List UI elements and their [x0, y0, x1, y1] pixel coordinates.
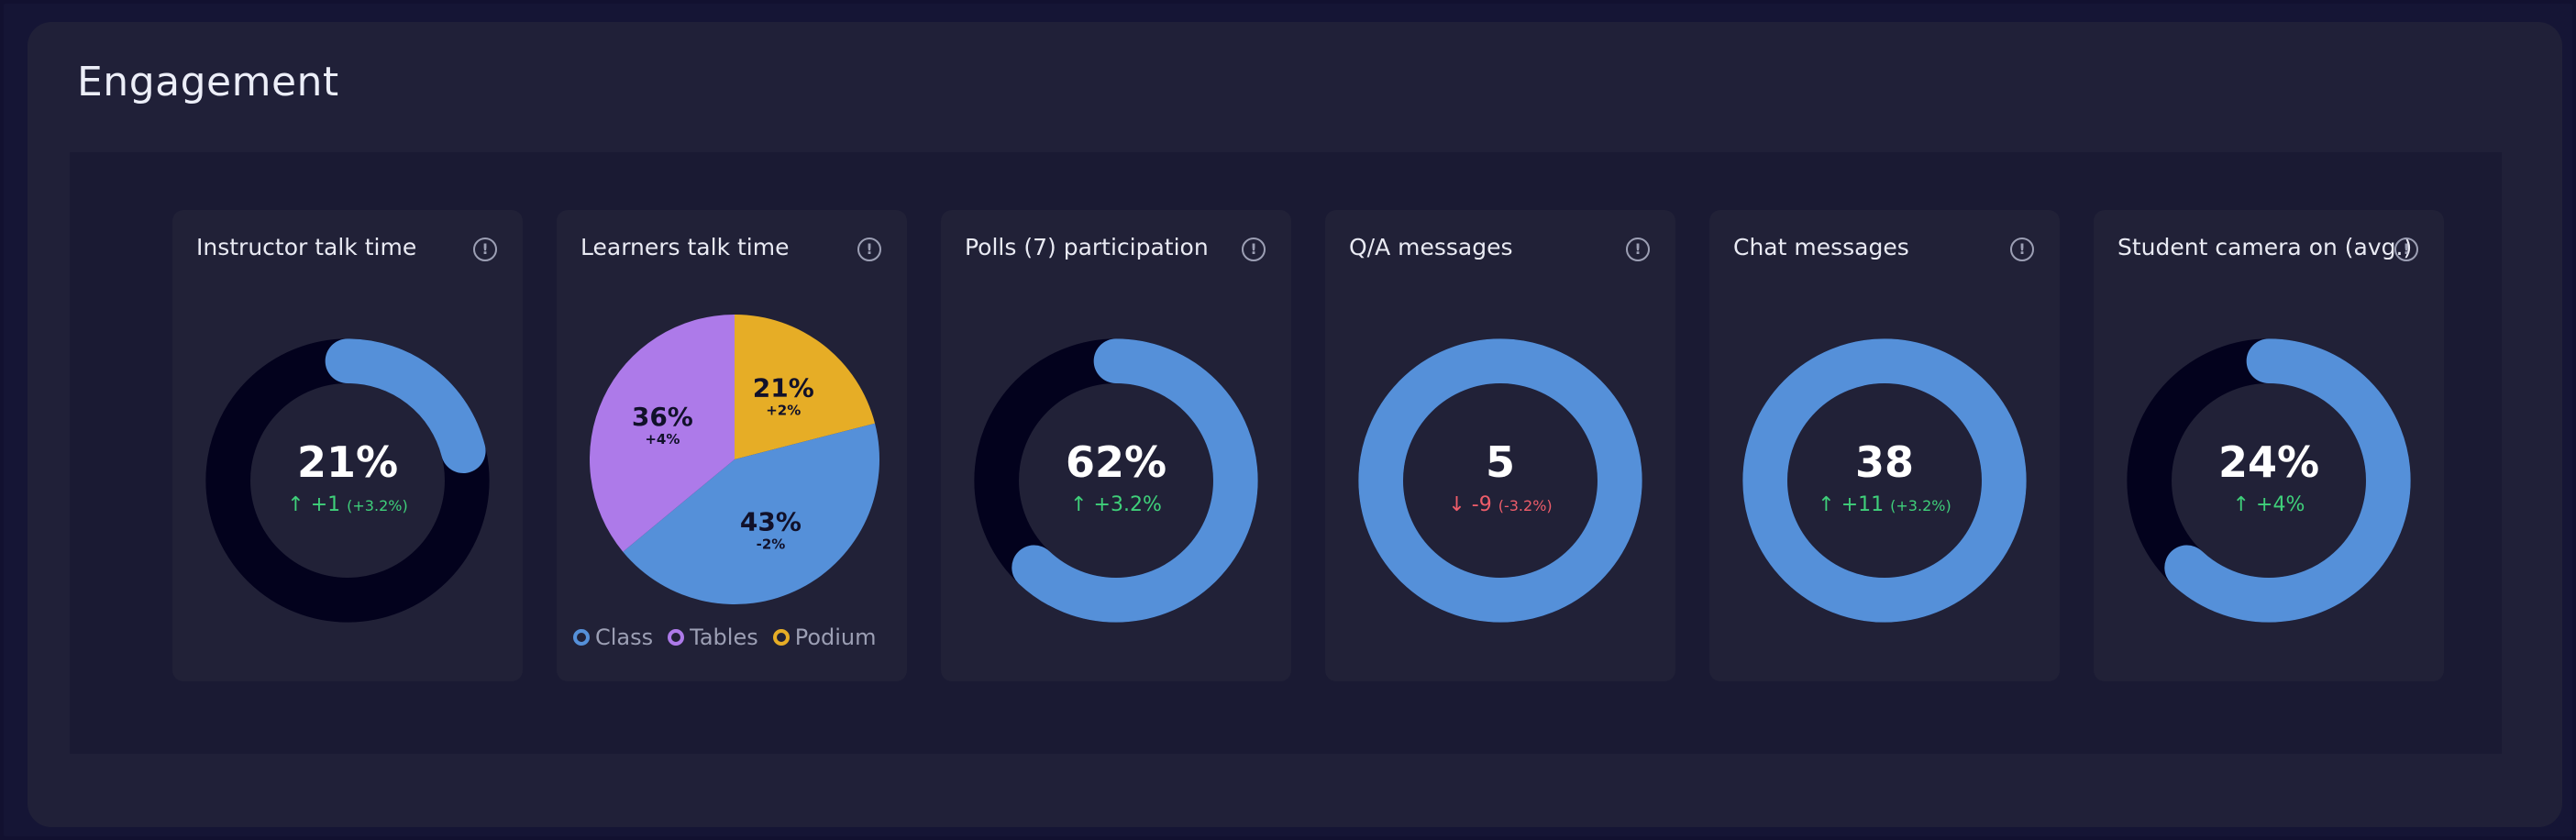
- donut-gauge: [205, 338, 490, 623]
- delta-value: +4%: [2256, 492, 2305, 516]
- pie-slice-tables: [590, 315, 735, 552]
- kpi-label: Polls (7) participation: [965, 234, 1209, 260]
- gauge-center: 21% ↑ +1 (+3.2%): [204, 337, 492, 624]
- legend-item-class: Class: [573, 624, 653, 650]
- kpi-value: 21%: [296, 437, 399, 488]
- info-icon[interactable]: !: [473, 238, 497, 261]
- info-icon[interactable]: !: [857, 238, 881, 261]
- kpi-value: 38: [1854, 437, 1914, 488]
- kpi-card-polls-participation: Polls (7) participation ! 62% ↑ +3.2%: [941, 210, 1291, 681]
- pie-slice-class: [623, 423, 879, 604]
- gauge-center: 5 ↓ -9 (-3.2%): [1356, 337, 1644, 624]
- kpi-value: 62%: [1065, 437, 1167, 488]
- donut-gauge: [1358, 338, 1642, 623]
- delta-value: +3.2%: [1093, 492, 1162, 516]
- pie-slice-delta: -2%: [757, 536, 786, 552]
- pie-slice-delta: +4%: [645, 431, 680, 448]
- kpi-label: Q/A messages: [1349, 234, 1513, 260]
- kpi-value: 24%: [2217, 437, 2320, 488]
- gauge-center: 38 ↑ +11 (+3.2%): [1741, 337, 2029, 624]
- trend-up-icon: ↑: [2232, 492, 2250, 516]
- delta-value: -9: [1471, 492, 1492, 516]
- tables-swatch-icon: [668, 629, 685, 646]
- delta-value: +1: [310, 492, 341, 516]
- class-swatch-icon: [573, 629, 590, 646]
- info-icon[interactable]: !: [2394, 238, 2418, 261]
- kpi-card-student-camera-on: Student camera on (avg.) ! 24% ↑ +4%: [2094, 210, 2444, 681]
- pie-slice-delta: +2%: [766, 402, 801, 418]
- legend-label: Class: [595, 624, 654, 650]
- legend-label: Podium: [794, 624, 877, 650]
- kpi-label: Student camera on (avg.): [2117, 234, 2413, 260]
- pie-slice-label: 36%: [632, 402, 693, 432]
- gauge-fill: [2127, 338, 2411, 623]
- kpi-card-qa-messages: Q/A messages ! 5 ↓ -9 (-3.2%): [1325, 210, 1675, 681]
- kpi-delta: ↑ +1 (+3.2%): [287, 493, 407, 516]
- kpi-label: Instructor talk time: [196, 234, 417, 260]
- gauge-fill: [205, 338, 490, 623]
- kpi-delta: ↑ +11 (+3.2%): [1818, 493, 1951, 516]
- engagement-panel: Engagement Instructor talk time ! 21% ↑ …: [4, 4, 2572, 836]
- delta-percent: (+3.2%): [347, 496, 408, 514]
- delta-percent: (+3.2%): [1890, 496, 1951, 514]
- kpi-delta: ↑ +3.2%: [1070, 493, 1162, 516]
- podium-swatch-icon: [772, 629, 790, 646]
- kpi-delta: ↑ +4%: [2233, 493, 2305, 516]
- legend-label: Tables: [690, 624, 758, 650]
- pie-chart: 21%+2% 43%-2% 36%+4%: [590, 315, 879, 604]
- kpi-value: 5: [1485, 437, 1515, 488]
- kpi-label: Learners talk time: [580, 234, 790, 260]
- donut-gauge: [974, 338, 1258, 623]
- kpi-card-chat-messages: Chat messages ! 38 ↑ +11 (+3.2%): [1709, 210, 2060, 681]
- info-icon[interactable]: !: [1242, 238, 1266, 261]
- page-title: Engagement: [77, 59, 339, 105]
- delta-percent: (-3.2%): [1498, 496, 1553, 514]
- trend-up-icon: ↑: [287, 492, 304, 516]
- legend-item-tables: Tables: [668, 624, 758, 650]
- gauge-center: 24% ↑ +4%: [2125, 337, 2413, 624]
- info-icon[interactable]: !: [1626, 238, 1650, 261]
- gauge-fill: [1358, 338, 1642, 623]
- pie-slice-label: 21%: [753, 372, 814, 403]
- kpi-card-instructor-talk-time: Instructor talk time ! 21% ↑ +1 (+3.2%): [172, 210, 523, 681]
- gauge-fill: [1742, 338, 2027, 623]
- pie-slice-label: 43%: [740, 506, 802, 536]
- trend-down-icon: ↓: [1448, 492, 1465, 516]
- kpi-delta: ↓ -9 (-3.2%): [1448, 493, 1552, 516]
- gauge-fill: [974, 338, 1258, 623]
- donut-gauge: [1742, 338, 2027, 623]
- kpi-card-learners-talk-time: Learners talk time ! 21% +2% 43% -2% 36% +4% …: [557, 210, 907, 681]
- trend-up-icon: ↑: [1818, 492, 1835, 516]
- delta-value: +11: [1841, 492, 1885, 516]
- pie-slice-podium: [735, 315, 876, 459]
- gauge-center: 62% ↑ +3.2%: [972, 337, 1260, 624]
- legend-item-podium: Podium: [772, 624, 877, 650]
- info-icon[interactable]: !: [2010, 238, 2034, 261]
- trend-up-icon: ↑: [1070, 492, 1088, 516]
- donut-gauge: [2127, 338, 2411, 623]
- kpi-label: Chat messages: [1733, 234, 1909, 260]
- pie-legend: Class Tables Podium: [573, 624, 877, 650]
